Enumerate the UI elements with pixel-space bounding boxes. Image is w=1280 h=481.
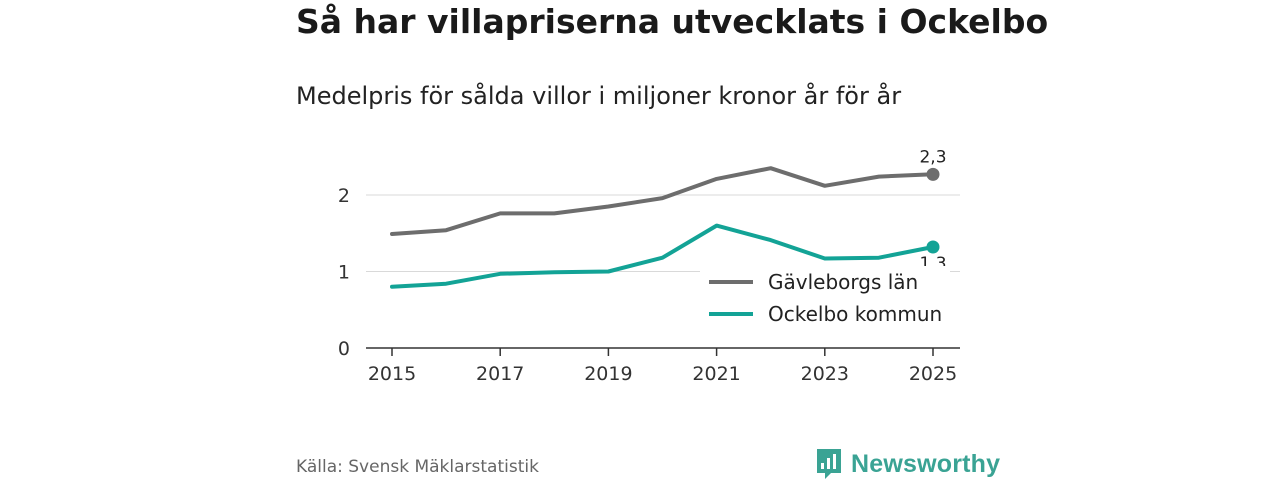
x-tick-label: 2023 xyxy=(801,363,849,385)
x-tick-label: 2025 xyxy=(909,363,957,385)
series-end-point-1 xyxy=(926,240,940,254)
x-tick-label: 2015 xyxy=(368,363,416,385)
chart-title: Så har villapriserna utvecklats i Ockelb… xyxy=(296,2,1049,41)
gridlines xyxy=(366,194,960,272)
source-note: Källa: Svensk Mäklarstatistik xyxy=(296,457,539,477)
chart-subtitle: Medelpris för sålda villor i miljoner kr… xyxy=(296,82,902,110)
x-tick-label: 2021 xyxy=(692,363,740,385)
series-line-0 xyxy=(390,166,935,236)
series-lines: 2,31,3 xyxy=(390,147,947,289)
brand-logo: Newsworthy xyxy=(815,447,1000,481)
axes: 0 1 2 2015 2017 2019 2021 2023 2025 xyxy=(338,185,960,385)
brand-name: Newsworthy xyxy=(851,449,1001,478)
y-tick-label: 1 xyxy=(338,262,350,284)
series-end-point-0 xyxy=(926,167,940,181)
legend-background xyxy=(700,266,950,334)
series-end-label-0: 2,3 xyxy=(919,147,946,167)
legend-label-0: Gävleborgs län xyxy=(768,270,918,294)
newsworthy-logo-icon xyxy=(817,449,841,479)
legend-label-1: Ockelbo kommun xyxy=(768,302,942,326)
y-tick-label: 2 xyxy=(338,185,350,207)
x-tick-label: 2019 xyxy=(584,363,632,385)
y-tick-label: 0 xyxy=(338,338,350,360)
legend: Gävleborgs län Ockelbo kommun xyxy=(700,266,950,334)
x-tick-label: 2017 xyxy=(476,363,524,385)
series-line-1 xyxy=(390,223,935,289)
